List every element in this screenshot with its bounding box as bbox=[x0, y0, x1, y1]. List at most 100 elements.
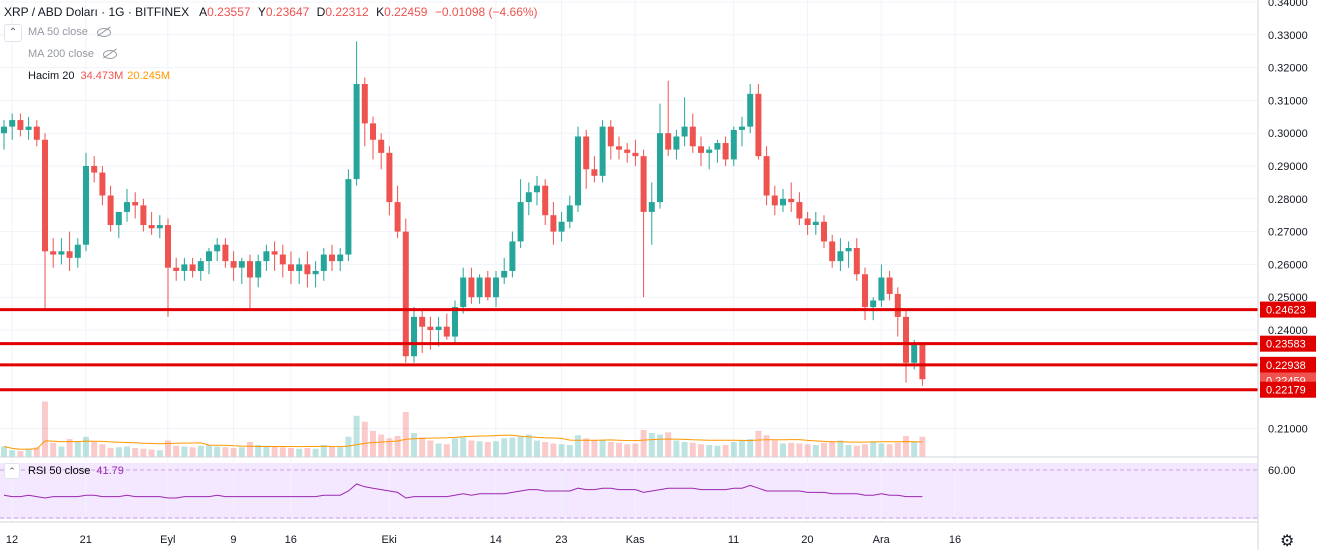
candle-body[interactable] bbox=[911, 343, 918, 363]
candle-body[interactable] bbox=[230, 261, 237, 268]
candle-body[interactable] bbox=[197, 261, 204, 271]
candle-body[interactable] bbox=[304, 264, 311, 275]
candle-body[interactable] bbox=[189, 264, 196, 271]
candle-body[interactable] bbox=[99, 172, 106, 196]
candle-body[interactable] bbox=[378, 139, 385, 153]
candle-body[interactable] bbox=[156, 225, 163, 229]
candle-body[interactable] bbox=[124, 202, 130, 212]
candle-body[interactable] bbox=[894, 293, 901, 317]
candle-body[interactable] bbox=[58, 251, 65, 255]
candle-body[interactable] bbox=[780, 198, 786, 206]
candle-body[interactable] bbox=[279, 254, 286, 265]
candle-body[interactable] bbox=[83, 166, 89, 245]
volume-legend[interactable]: Hacim 20 34.473M 20.245M bbox=[28, 70, 171, 82]
candle-body[interactable] bbox=[25, 126, 32, 130]
candle-body[interactable] bbox=[747, 93, 754, 127]
candle-body[interactable] bbox=[288, 264, 294, 271]
rsi-legend[interactable]: ⌃ RSI 50 close 41.79 bbox=[4, 463, 124, 479]
candle-body[interactable] bbox=[329, 254, 335, 262]
candle-body[interactable] bbox=[739, 126, 745, 130]
candle-body[interactable] bbox=[714, 143, 721, 150]
candle-body[interactable] bbox=[263, 251, 270, 262]
candle-body[interactable] bbox=[255, 261, 262, 278]
candle-body[interactable] bbox=[706, 149, 713, 153]
candle-body[interactable] bbox=[296, 264, 303, 271]
candle-body[interactable] bbox=[460, 277, 467, 308]
candle-body[interactable] bbox=[681, 126, 688, 137]
candle-body[interactable] bbox=[624, 149, 631, 153]
candle-body[interactable] bbox=[337, 254, 344, 262]
candle-body[interactable] bbox=[648, 202, 655, 212]
candle-body[interactable] bbox=[829, 241, 836, 262]
candle-body[interactable] bbox=[443, 326, 450, 337]
candle-body[interactable] bbox=[812, 221, 819, 226]
candle-body[interactable] bbox=[607, 126, 614, 147]
ma50-legend[interactable]: MA 50 close bbox=[28, 26, 112, 38]
candle-body[interactable] bbox=[74, 244, 81, 258]
candle-body[interactable] bbox=[238, 261, 245, 268]
candle-body[interactable] bbox=[878, 277, 885, 301]
candle-body[interactable] bbox=[402, 231, 409, 357]
candle-body[interactable] bbox=[919, 343, 926, 380]
candle-body[interactable] bbox=[821, 221, 827, 242]
candle-body[interactable] bbox=[115, 211, 122, 226]
candle-body[interactable] bbox=[509, 241, 516, 271]
candle-body[interactable] bbox=[665, 133, 672, 150]
candle-body[interactable] bbox=[599, 126, 606, 176]
candle-body[interactable] bbox=[312, 270, 319, 275]
candle-body[interactable] bbox=[17, 120, 24, 130]
candle-body[interactable] bbox=[345, 179, 352, 255]
candle-body[interactable] bbox=[50, 251, 57, 255]
candle-body[interactable] bbox=[583, 136, 590, 170]
candle-body[interactable] bbox=[452, 307, 458, 337]
candle-body[interactable] bbox=[386, 152, 393, 203]
price-axis[interactable]: 0.34000 0.33000 0.32000 0.31000 0.30000 0.290… bbox=[1260, 0, 1316, 477]
candle-body[interactable] bbox=[427, 326, 434, 330]
candle-body[interactable] bbox=[804, 218, 811, 226]
candle-body[interactable] bbox=[591, 169, 598, 176]
candle-body[interactable] bbox=[140, 205, 147, 226]
time-axis[interactable]: 12 21 Eyl 9 16 Eki 14 23 Kas 11 20 Ara 16 bbox=[6, 534, 961, 546]
candle-body[interactable] bbox=[411, 316, 417, 357]
hidden-eye-icon[interactable] bbox=[96, 26, 112, 38]
candle-body[interactable] bbox=[796, 202, 803, 219]
candle-body[interactable] bbox=[657, 133, 663, 203]
candle-body[interactable] bbox=[214, 244, 221, 252]
candle-body[interactable] bbox=[107, 195, 114, 226]
candle-body[interactable] bbox=[173, 267, 180, 271]
candle-body[interactable] bbox=[886, 277, 893, 294]
candle-body[interactable] bbox=[771, 195, 778, 206]
candle-body[interactable] bbox=[542, 185, 549, 216]
candle-body[interactable] bbox=[165, 225, 171, 268]
candle-body[interactable] bbox=[903, 316, 909, 363]
candle-body[interactable] bbox=[632, 152, 639, 157]
candle-body[interactable] bbox=[862, 274, 868, 308]
symbol-title[interactable]: XRP / ABD Doları · 1G · BITFINEX bbox=[4, 5, 190, 19]
candle-body[interactable] bbox=[148, 225, 155, 229]
candle-body[interactable] bbox=[722, 143, 729, 160]
candle-body[interactable] bbox=[870, 300, 877, 308]
candle-body[interactable] bbox=[91, 166, 98, 173]
candle-body[interactable] bbox=[853, 248, 860, 275]
candle-body[interactable] bbox=[698, 146, 704, 153]
collapse-rsi-button[interactable]: ⌃ bbox=[4, 463, 20, 479]
candle-body[interactable] bbox=[517, 202, 524, 242]
candle-body[interactable] bbox=[435, 326, 442, 330]
candle-body[interactable] bbox=[320, 254, 327, 271]
candle-body[interactable] bbox=[755, 93, 762, 157]
ma200-legend[interactable]: MA 200 close bbox=[28, 48, 118, 60]
candle-body[interactable] bbox=[476, 277, 483, 298]
candle-body[interactable] bbox=[689, 126, 696, 147]
candle-body[interactable] bbox=[616, 146, 622, 150]
candle-body[interactable] bbox=[132, 202, 139, 206]
candle-body[interactable] bbox=[525, 192, 532, 203]
candle-body[interactable] bbox=[353, 84, 360, 180]
candle-body[interactable] bbox=[419, 316, 426, 327]
candle-body[interactable] bbox=[42, 139, 48, 252]
candle-body[interactable] bbox=[550, 215, 557, 232]
candle-body[interactable] bbox=[730, 129, 737, 160]
gear-icon[interactable]: ⚙ bbox=[1280, 533, 1295, 550]
candle-body[interactable] bbox=[181, 264, 188, 271]
candle-body[interactable] bbox=[763, 156, 770, 196]
